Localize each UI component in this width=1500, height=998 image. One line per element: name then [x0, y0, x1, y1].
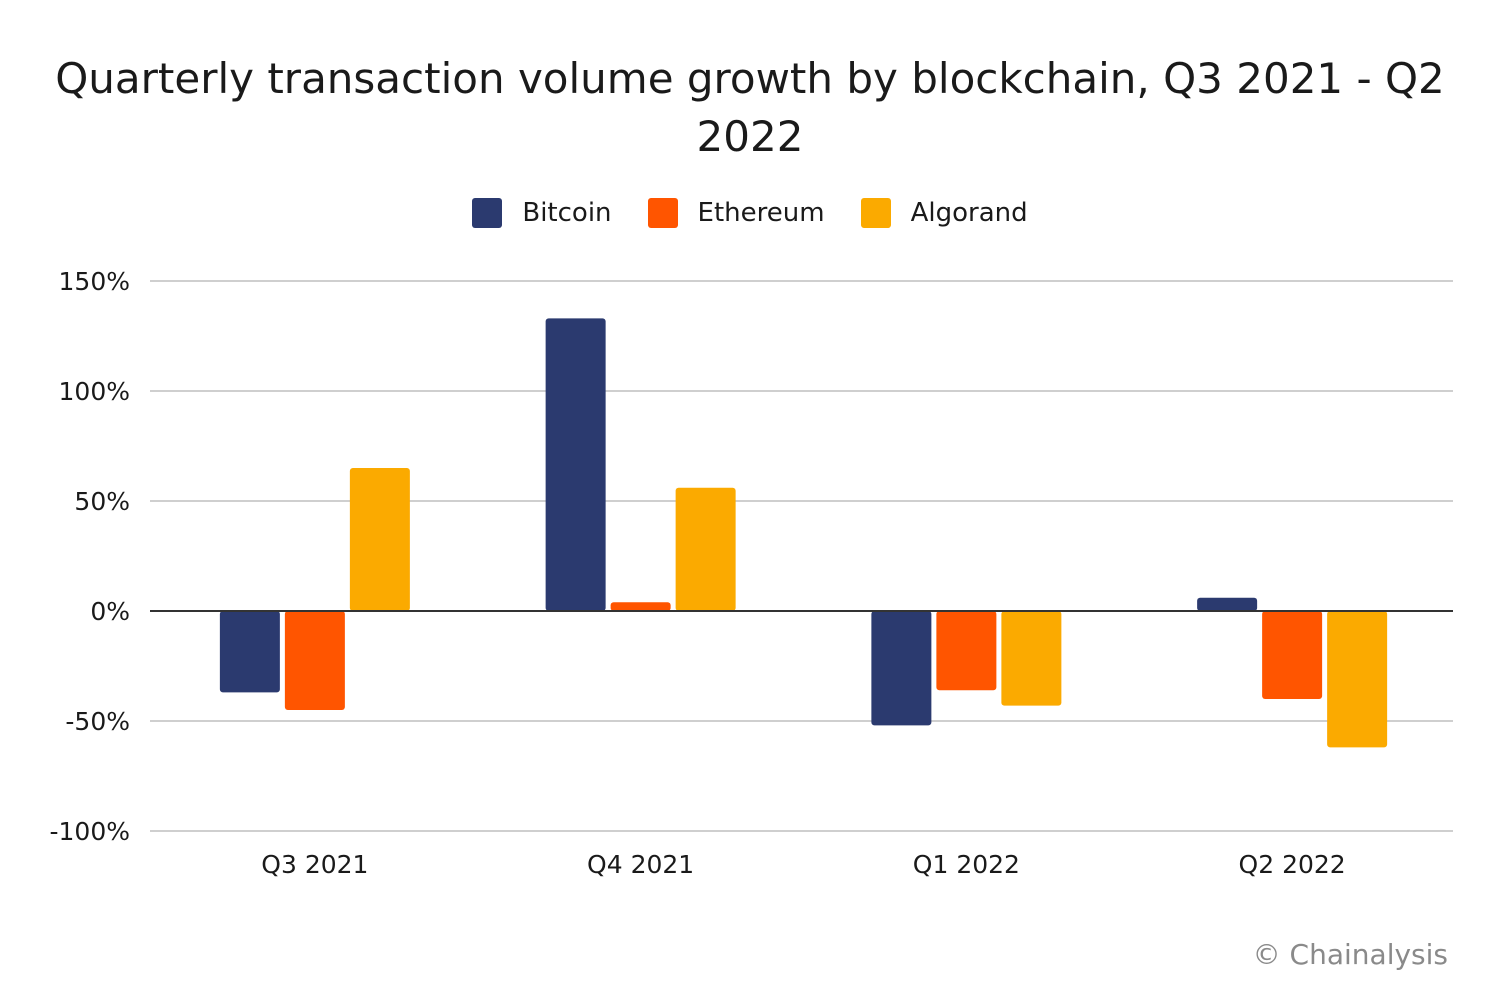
- credit-watermark: © Chainalysis: [1252, 938, 1448, 971]
- bar-bitcoin-q1-2022: [871, 611, 932, 726]
- bar-ethereum-q1-2022: [936, 611, 997, 691]
- legend-item-algorand: Algorand: [860, 198, 1028, 228]
- legend-label-algorand: Algorand: [910, 198, 1028, 228]
- y-tick-label: 150%: [59, 267, 130, 296]
- legend-label-bitcoin: Bitcoin: [522, 198, 612, 228]
- x-tick-label: Q4 2021: [587, 850, 694, 879]
- bar-bitcoin-q2-2022: [1197, 597, 1258, 611]
- legend-label-ethereum: Ethereum: [697, 198, 825, 228]
- bar-ethereum-q3-2021: [284, 611, 345, 710]
- x-tick-label: Q1 2022: [913, 850, 1020, 879]
- legend: Bitcoin Ethereum Algorand: [0, 198, 1500, 228]
- bar-algorand-q4-2021: [675, 487, 736, 611]
- bar-ethereum-q2-2022: [1262, 611, 1323, 699]
- bar-algorand-q2-2022: [1327, 611, 1388, 748]
- bar-bitcoin-q3-2021: [219, 611, 280, 693]
- x-tick-label: Q2 2022: [1239, 850, 1346, 879]
- y-tick-label: 100%: [59, 377, 130, 406]
- x-tick-label: Q3 2021: [261, 850, 368, 879]
- y-tick-label: -100%: [50, 817, 131, 846]
- legend-swatch-algorand: [860, 198, 891, 228]
- y-tick-label: 50%: [74, 487, 130, 516]
- legend-swatch-bitcoin: [472, 198, 503, 228]
- bar-algorand-q3-2021: [349, 468, 410, 611]
- y-tick-label: -50%: [65, 707, 130, 736]
- y-tick-label: 0%: [90, 597, 130, 626]
- legend-item-ethereum: Ethereum: [647, 198, 825, 228]
- legend-item-bitcoin: Bitcoin: [472, 198, 612, 228]
- bar-ethereum-q4-2021: [610, 602, 671, 611]
- chart-title: Quarterly transaction volume growth by b…: [55, 54, 1445, 161]
- legend-swatch-ethereum: [647, 198, 678, 228]
- bar-bitcoin-q4-2021: [545, 318, 606, 611]
- bar-algorand-q1-2022: [1001, 611, 1062, 706]
